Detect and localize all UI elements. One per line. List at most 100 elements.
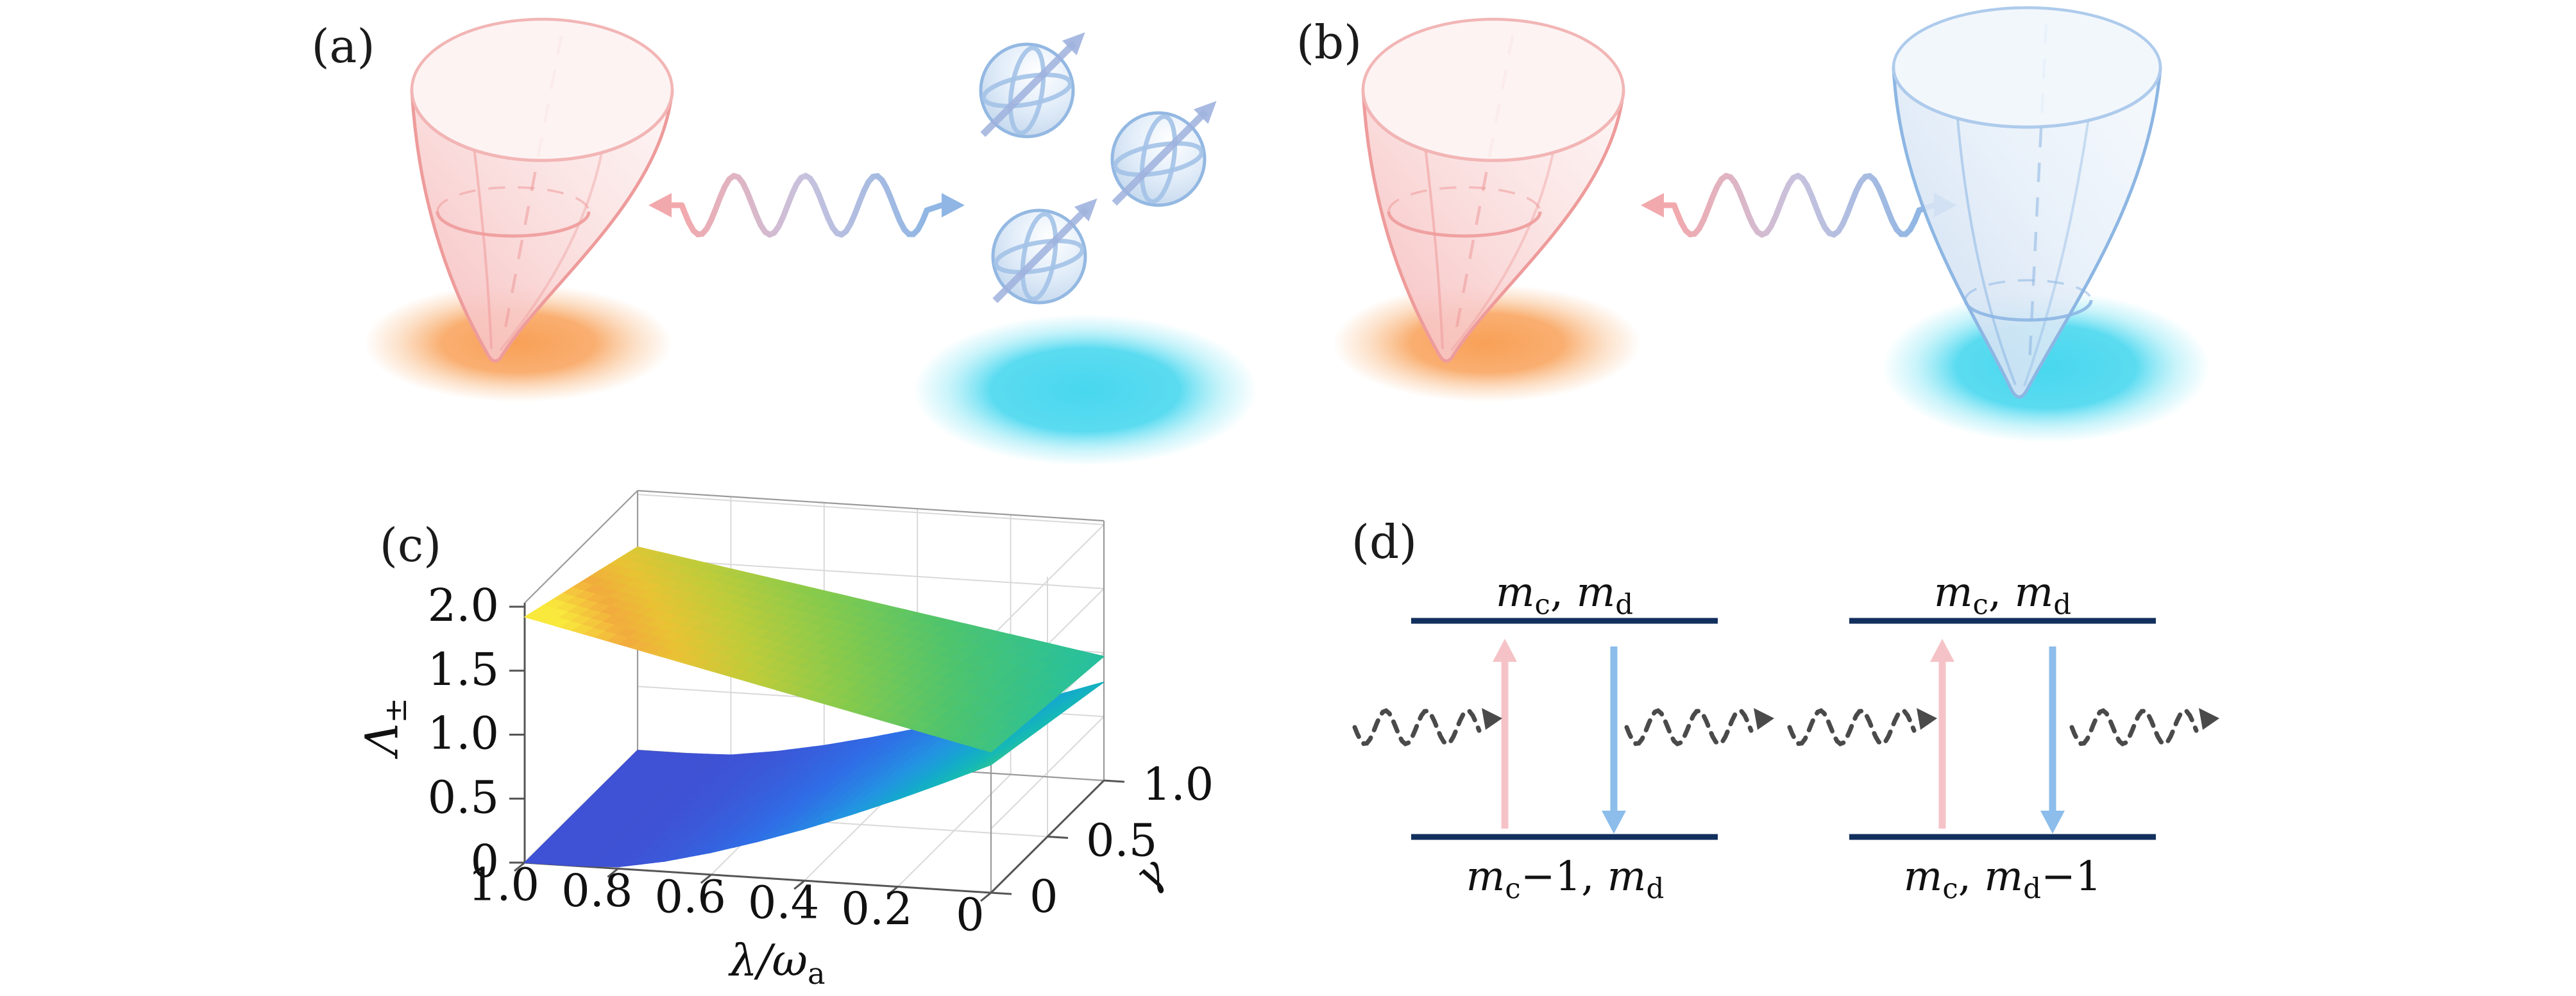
cavity-glow-cyan-b: [1883, 291, 2210, 443]
absorption-arrow-left-head: [1493, 639, 1517, 662]
x-tick: [607, 868, 619, 878]
grid-line: [637, 494, 1105, 525]
level-label-sub: c: [1972, 589, 1988, 621]
cavity-glow-orange: [364, 284, 672, 402]
box-edge: [637, 489, 1105, 522]
y-tick-label: 0.5: [1086, 815, 1157, 867]
level-label-var: m: [1933, 569, 1973, 617]
level-label-var: m: [1607, 853, 1647, 901]
trap-opening: [1892, 6, 2162, 129]
plot-tick-labels: 1.0 0.8 0.6 0.4 0.2 0 00.51.000.51.01.52.0: [428, 579, 1214, 941]
x-tick: [793, 880, 806, 890]
panel-a-label: (a): [311, 19, 375, 73]
photon-out-right: [2069, 708, 2199, 747]
x-tick-label: 0.8: [561, 865, 632, 917]
red-trap-cone-b: [1361, 17, 1625, 363]
level-label-text: −1: [2040, 853, 2102, 901]
photon-wave: [679, 172, 945, 239]
trap-ring-front: [1963, 300, 2093, 322]
z-tick-label: 2.0: [428, 579, 499, 632]
spin-arrow-shaft: [980, 40, 1077, 137]
trap-meridian: [473, 149, 493, 350]
photon-exchange-arrow-a: [648, 172, 965, 239]
upper-level-label-left: mc, md: [1496, 572, 1633, 620]
level-label-sub: c: [1942, 873, 1958, 906]
level-label-sub: c: [1505, 873, 1521, 906]
emission-arrow-left-head: [1602, 811, 1626, 834]
trap-ring-front: [1387, 211, 1542, 238]
cavity-glow-orange-b: [1333, 284, 1641, 402]
x-tick-label: 0.4: [748, 877, 819, 929]
lower-level-label-left: mc−1, md: [1466, 856, 1665, 904]
trap-opening: [1361, 17, 1625, 162]
z-axis-title-base: Λ: [355, 723, 409, 756]
y-tick-label: 0: [1030, 870, 1058, 923]
spin-arrow-head: [1062, 32, 1085, 56]
spin-sphere-2: [1110, 101, 1217, 207]
panel-c-label: (c): [379, 518, 442, 572]
z-tick-label: 1.0: [428, 707, 499, 760]
trap-opening: [410, 17, 674, 162]
z-axis-title-sub: ±: [378, 697, 414, 723]
absorption-arrow-right-head: [1930, 639, 1954, 662]
photon-out-left: [1624, 708, 1754, 747]
blue-trap-cone: [1892, 6, 2162, 399]
x-tick: [980, 891, 992, 902]
wave-arrowhead-left: [1641, 193, 1664, 217]
z-tick-label: 0.5: [428, 771, 499, 823]
x-tick: [886, 886, 899, 896]
spin-sphere-3: [991, 198, 1097, 305]
plot-axes: [509, 603, 1125, 902]
level-label-text: ,: [1581, 853, 1607, 901]
spin-arrow-head: [1074, 198, 1097, 222]
box-edge: [524, 490, 638, 604]
level-label-sub: d: [2053, 589, 2072, 621]
photon-out-right-head: [2199, 708, 2219, 730]
level-label-var: m: [2014, 569, 2054, 617]
x-axis-title-base: λ/ω: [729, 935, 808, 986]
sphere-meridian: [1139, 114, 1178, 204]
x-axis-title-sub: a: [807, 956, 826, 991]
panel-a-illustration: [364, 17, 1257, 466]
sphere-equator: [994, 239, 1085, 274]
level-label-var: m: [1576, 569, 1616, 617]
trap-meridian: [1450, 151, 1555, 351]
red-trap-cone: [410, 17, 674, 363]
level-label-var: m: [1495, 569, 1535, 617]
level-label-var: m: [1466, 853, 1505, 901]
trap-meridian: [2023, 119, 2090, 387]
wave-arrowhead-right: [942, 193, 965, 217]
level-label-var: m: [1903, 853, 1943, 901]
photon-in-left: [1352, 708, 1482, 747]
sphere-equator: [981, 72, 1072, 108]
trap-ring-back: [1964, 279, 2092, 301]
z-tick-label: 0: [470, 835, 499, 888]
grid-line: [990, 716, 1105, 829]
trap-meridian: [1424, 149, 1444, 350]
level-label-sub: d: [1646, 873, 1665, 906]
x-tick-label: 0.2: [841, 882, 912, 935]
panel-b-illustration: [1333, 6, 2210, 443]
trap-meridian: [499, 151, 604, 351]
y-tick: [990, 891, 1012, 895]
panel-d-label: (d): [1351, 515, 1418, 569]
x-tick-label: 0.6: [655, 870, 726, 923]
upper-level-label-right: mc, md: [1934, 572, 2071, 620]
z-tick-label: 1.5: [428, 643, 499, 696]
photon-in-left-head: [1482, 708, 1502, 730]
sphere-meridian: [1020, 212, 1058, 301]
y-tick: [1103, 779, 1125, 783]
spin-arrow-shaft: [992, 207, 1089, 303]
x-tick: [514, 861, 525, 872]
panel-c-surface-plot: 1.0 0.8 0.6 0.4 0.2 0 00.51.000.51.01.52.0: [428, 489, 1214, 941]
level-label-text: ,: [1550, 569, 1577, 617]
level-label-sub: c: [1534, 589, 1550, 621]
trap-ring-back: [1387, 186, 1541, 212]
lower-level-label-right: mc, md−1: [1904, 856, 2102, 904]
level-label-sub: d: [1615, 589, 1634, 621]
spin-arrow-head: [1193, 101, 1217, 124]
trap-ring-back: [436, 186, 590, 212]
z-axis-title: Λ±: [356, 697, 414, 755]
